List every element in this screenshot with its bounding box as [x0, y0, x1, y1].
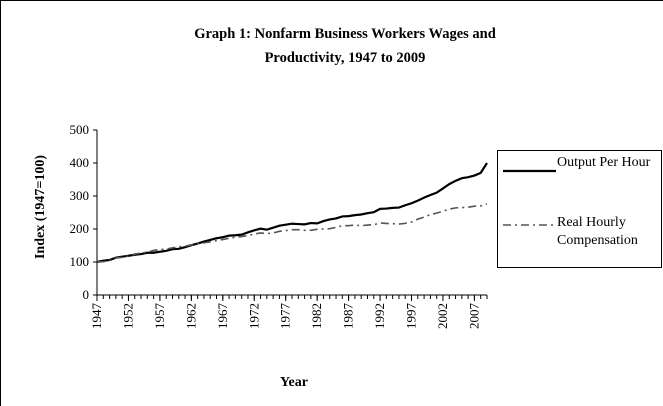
y-tick-label: 0: [83, 287, 90, 302]
y-tick-label: 500: [70, 122, 90, 137]
x-tick-label: 1962: [183, 303, 198, 329]
x-tick-label: 1977: [278, 303, 293, 330]
x-axis-label: Year: [280, 375, 308, 390]
x-tick-label: 2002: [435, 303, 450, 329]
x-tick-label: 2007: [466, 303, 481, 330]
chart-title: Graph 1: Nonfarm Business Workers Wages …: [194, 26, 496, 66]
y-axis-label: Index (1947=100): [33, 155, 48, 259]
series-line: [96, 203, 488, 263]
legend-label: Output Per Hour: [557, 155, 651, 170]
x-tick-label: 1972: [246, 303, 261, 329]
legend-label: Real Hourly Compensation: [557, 215, 638, 248]
x-tick-label: 1992: [372, 303, 387, 329]
x-tick-label: 1967: [215, 303, 230, 330]
x-tick-label: 1957: [152, 303, 167, 330]
x-tick-label: 1947: [89, 303, 104, 330]
x-tick-label: 1987: [341, 303, 356, 330]
y-tick-label: 100: [70, 254, 90, 269]
series-line: [96, 162, 488, 264]
y-tick-label: 200: [70, 221, 90, 236]
y-tick-label: 400: [70, 155, 90, 170]
x-tick-label: 1952: [120, 303, 135, 329]
y-tick-label: 300: [70, 188, 90, 203]
x-tick-label: 1997: [404, 303, 419, 330]
x-tick-label: 1982: [309, 303, 324, 329]
